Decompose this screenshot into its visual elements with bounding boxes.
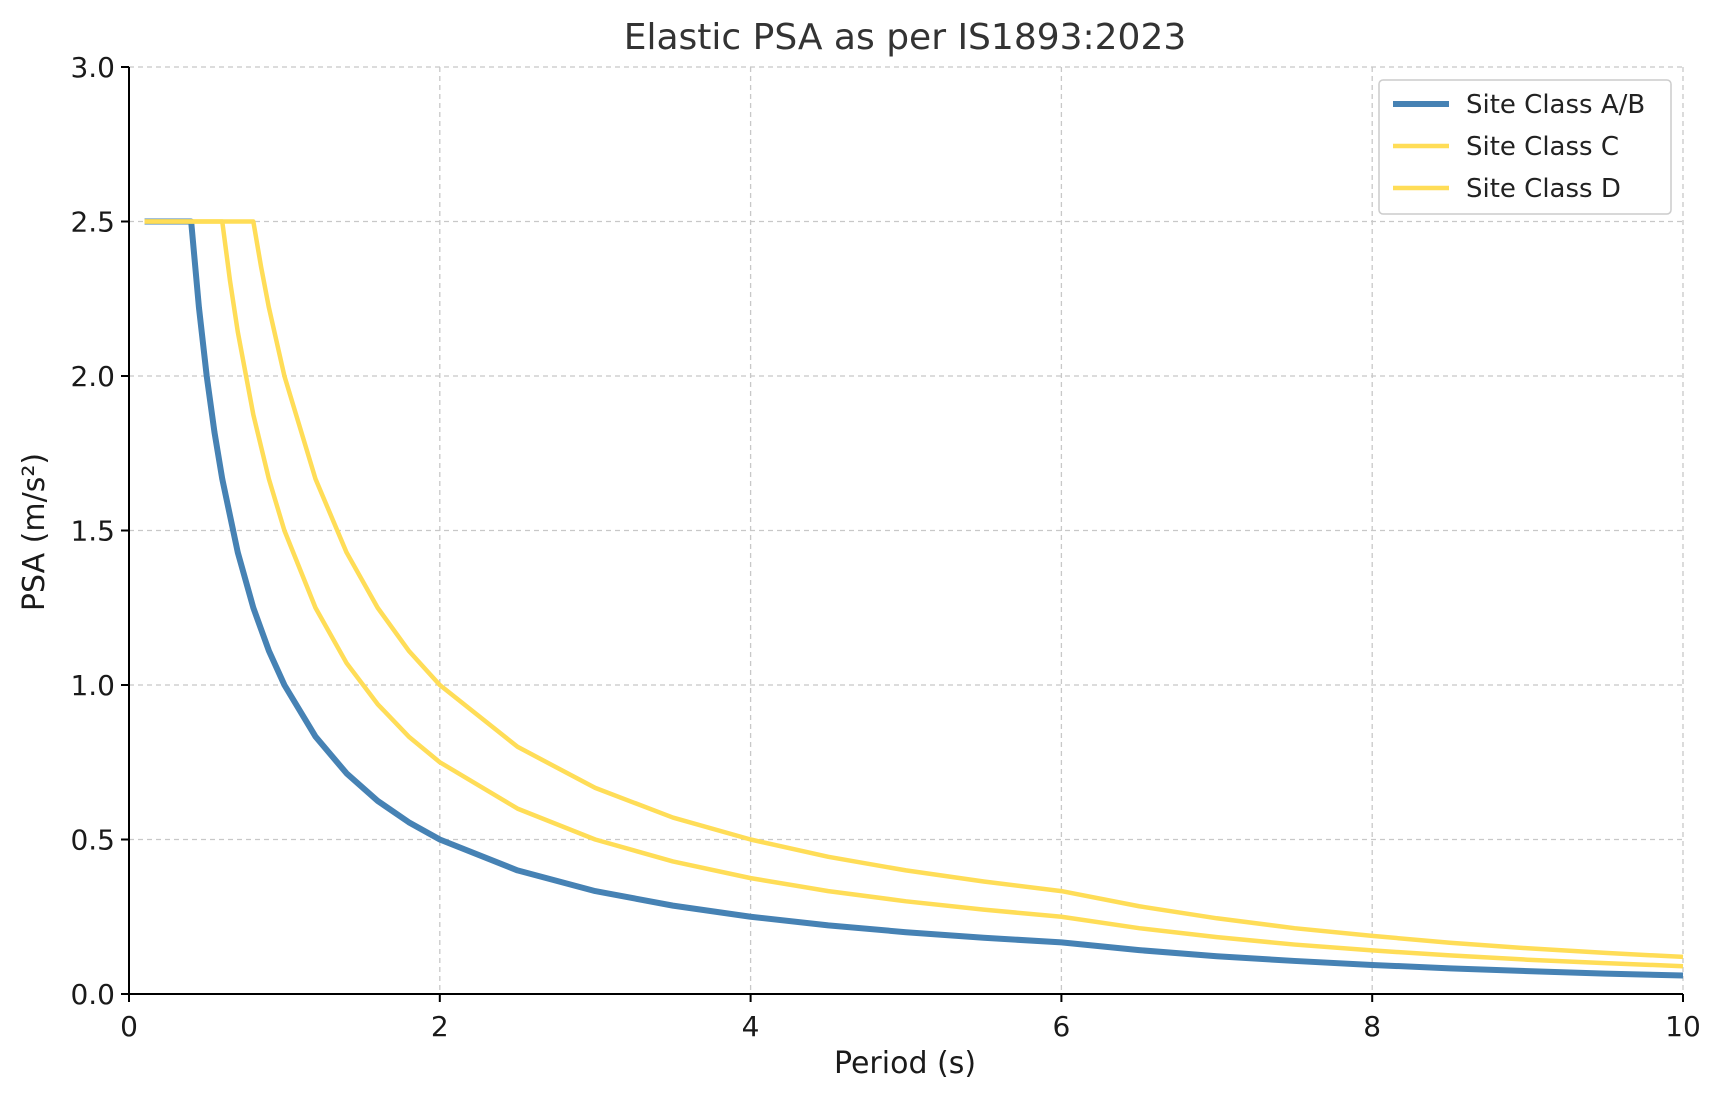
y-tick-label-6: 3.0 — [70, 51, 115, 84]
x-axis-title: Period (s) — [834, 1046, 976, 1081]
series-line-1 — [144, 219, 1684, 969]
y-tick-label-4: 2.0 — [70, 360, 115, 393]
x-tick-label-3: 6 — [1052, 1010, 1070, 1043]
x-tick-label-2: 4 — [742, 1010, 760, 1043]
x-tick-label-4: 8 — [1363, 1010, 1381, 1043]
legend-label-0: Site Class A/B — [1466, 90, 1645, 120]
series-lines — [144, 218, 1684, 979]
chart-title: Elastic PSA as per IS1893:2023 — [624, 17, 1187, 58]
tick-labels: 0 2 4 6 8 10 0.0 0.5 1.0 1.5 2.0 2.5 3.0 — [70, 51, 1700, 1043]
series-line-2 — [144, 219, 1684, 960]
y-tick-label-0: 0.0 — [70, 978, 115, 1011]
x-tick-label-0: 0 — [120, 1010, 138, 1043]
y-tick-label-5: 2.5 — [70, 206, 115, 239]
y-tick-label-1: 0.5 — [70, 824, 115, 857]
x-tick-label-1: 2 — [431, 1010, 449, 1043]
legend-items: Site Class A/B Site Class C Site Class D — [1393, 90, 1645, 204]
legend-label-2: Site Class D — [1466, 174, 1621, 204]
x-tick-label-5: 10 — [1665, 1010, 1701, 1043]
y-tick-label-2: 1.0 — [70, 669, 115, 702]
y-axis-title: PSA (m/s²) — [17, 453, 52, 611]
legend-box — [1378, 79, 1672, 215]
legend-label-1: Site Class C — [1466, 132, 1619, 162]
y-tick-label-3: 1.5 — [70, 515, 115, 548]
series-line-0 — [144, 218, 1684, 979]
legend: Site Class A/B Site Class C Site Class D — [1378, 79, 1672, 215]
